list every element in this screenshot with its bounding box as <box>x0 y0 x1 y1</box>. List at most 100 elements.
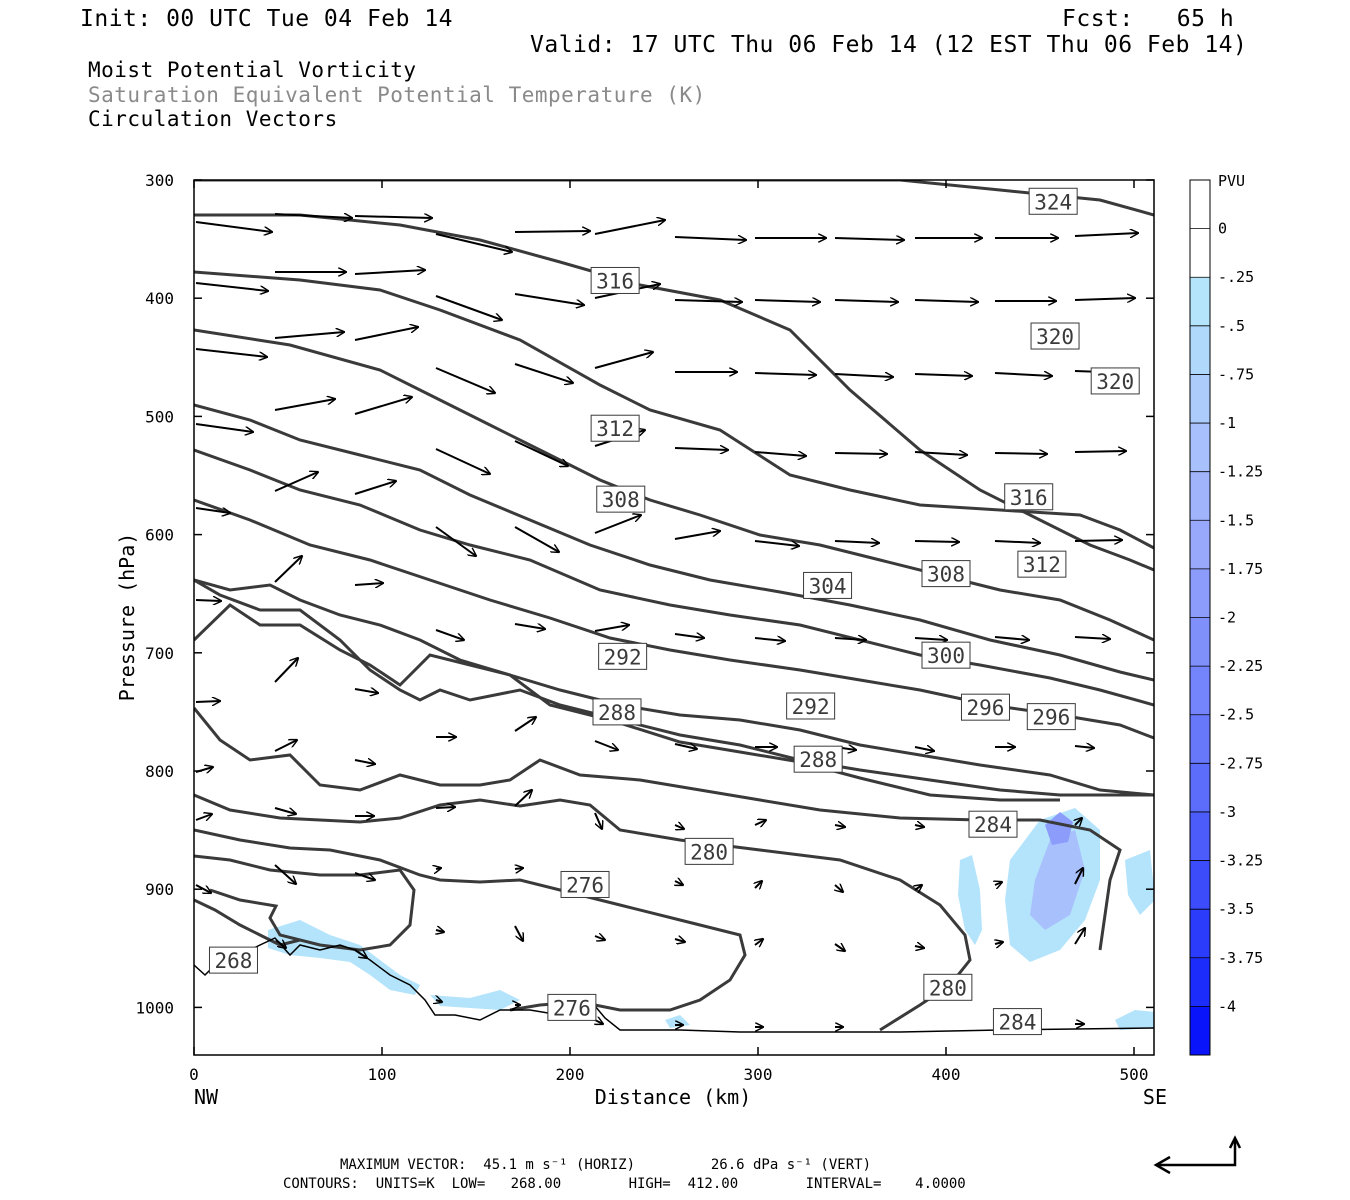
x-tick-label: 100 <box>368 1065 397 1084</box>
y-tick-label: 500 <box>145 407 174 426</box>
vector <box>436 930 444 932</box>
contour-312 <box>194 328 1154 642</box>
contour-label: 304 <box>809 574 847 598</box>
vector <box>674 531 720 540</box>
vector <box>1074 746 1094 748</box>
vector <box>195 221 272 232</box>
colorbar-swatch <box>1190 277 1210 326</box>
vector <box>754 540 799 546</box>
contour-label: 288 <box>598 701 636 725</box>
colorbar-swatch <box>1190 471 1210 521</box>
init-time: Init: 00 UTC Tue 04 Feb 14 <box>80 6 454 32</box>
x-axis-label: Distance (km) <box>595 1085 752 1109</box>
vector <box>195 423 253 432</box>
colorbar-swatch <box>1190 811 1210 861</box>
contour-label: 276 <box>566 873 604 897</box>
vector <box>514 790 532 807</box>
contour-label: 324 <box>1034 190 1072 214</box>
vector <box>514 623 545 629</box>
vector <box>1074 637 1110 639</box>
y-tick-label: 900 <box>145 880 174 899</box>
vector <box>354 872 375 880</box>
pv-area-east-core <box>1045 812 1073 845</box>
contour-label: 308 <box>927 563 965 587</box>
contour-label-box <box>1030 322 1080 350</box>
vector <box>274 213 352 218</box>
colorbar-swatch <box>1190 763 1210 812</box>
x-tick-label: 200 <box>556 1065 585 1084</box>
pv-area-surface-west <box>268 920 420 995</box>
vector <box>674 634 704 638</box>
contour-label-box <box>560 870 610 898</box>
pv-area-surface-east <box>1115 1010 1154 1030</box>
valid-time: Valid: 17 UTC Thu 06 Feb 14 (12 EST Thu … <box>530 32 1248 58</box>
contour-label: 280 <box>690 840 728 864</box>
x-axis: 0 100 200 300 400 500 <box>189 180 1148 1084</box>
vector <box>435 629 464 640</box>
vector <box>834 541 879 543</box>
vector <box>354 949 367 958</box>
vector <box>754 300 820 302</box>
x-tick-label: 0 <box>189 1065 199 1084</box>
vector <box>594 625 629 632</box>
vector <box>674 825 684 829</box>
contour-304 <box>194 448 1154 707</box>
vector <box>195 348 267 357</box>
contour-296 <box>194 578 1154 797</box>
vector <box>594 352 653 369</box>
colorbar-label: -1.25 <box>1218 463 1263 481</box>
contour-label: 296 <box>967 696 1005 720</box>
x-tick-label: 300 <box>744 1065 773 1084</box>
colorbar-label: -2.5 <box>1218 706 1254 724</box>
field-title-theta-es: Saturation Equivalent Potential Temperat… <box>88 83 706 107</box>
vector <box>995 882 1002 885</box>
contour-308 <box>194 403 1154 682</box>
colorbar-label: -2.75 <box>1218 754 1263 772</box>
vector <box>914 946 924 948</box>
vector <box>915 885 922 890</box>
contour-label-box <box>1090 367 1140 395</box>
vector <box>834 453 887 454</box>
vector <box>514 293 584 305</box>
vector <box>354 689 378 693</box>
contour-label: 280 <box>929 976 967 1000</box>
contour-label: 312 <box>1023 553 1061 577</box>
colorbar-label: -1 <box>1218 414 1236 432</box>
pv-area-east-3 <box>1030 830 1085 930</box>
vector <box>435 295 502 320</box>
contour-labels: 324 316 320 320 312 308 316 312 304 308 292 300 292 2… <box>208 187 1140 1036</box>
field-title-mpv: Moist Potential Vorticity <box>88 58 417 82</box>
contour-320 <box>194 213 1154 572</box>
colorbar-label: -3.5 <box>1218 900 1254 918</box>
contour-label-box <box>592 698 642 726</box>
vector <box>195 814 212 820</box>
contour-label-box <box>596 485 646 513</box>
vector <box>594 220 665 235</box>
contour-label: 268 <box>215 949 253 973</box>
vector <box>834 300 898 302</box>
colorbar-label: -3 <box>1218 803 1236 821</box>
vector <box>436 1000 442 1002</box>
vector <box>195 282 268 291</box>
contour-label: 284 <box>974 813 1012 837</box>
vector <box>514 231 590 232</box>
colorbar-label: -4 <box>1218 997 1236 1015</box>
contour-label: 316 <box>596 269 634 293</box>
vector <box>354 270 425 275</box>
contour-288 <box>194 603 1060 802</box>
contour-284 <box>194 707 1122 951</box>
plot-frame <box>193 179 1155 1056</box>
contour-label: 288 <box>799 748 837 772</box>
vector <box>834 374 893 377</box>
vector <box>354 583 383 585</box>
x-tick-label: 500 <box>1120 1065 1149 1084</box>
forecast-hour: Fcst: 65 h <box>1062 6 1235 32</box>
vector <box>436 868 441 869</box>
colorbar-label: -3.25 <box>1218 852 1263 870</box>
contour-label-box <box>960 693 1010 721</box>
vector <box>274 807 296 814</box>
colorbar-swatch <box>1190 1006 1210 1055</box>
colorbar-swatch <box>1190 180 1210 229</box>
vector <box>914 300 978 302</box>
vector <box>514 925 523 941</box>
